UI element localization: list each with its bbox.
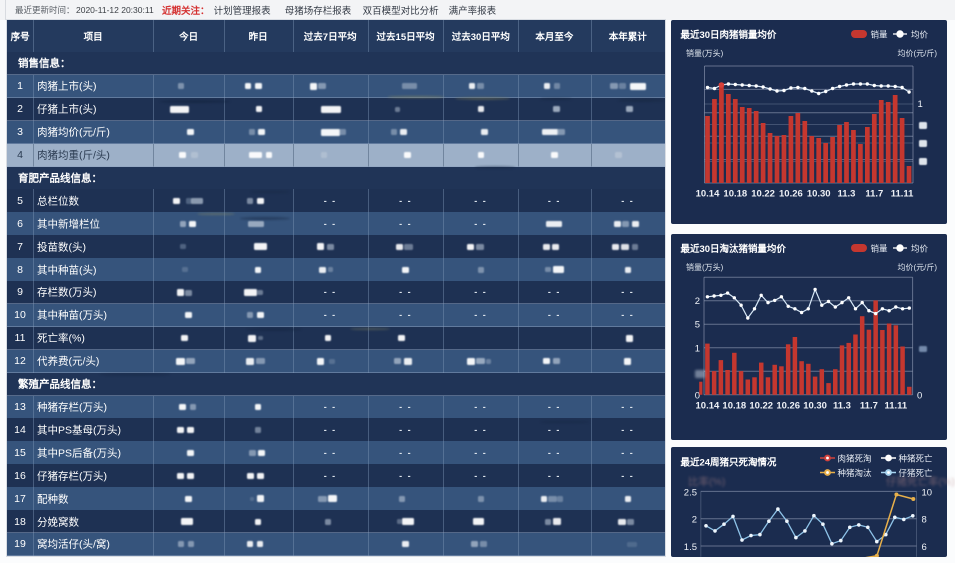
svg-text:10.14: 10.14 [696,400,720,411]
svg-text:10.18: 10.18 [722,400,746,411]
svg-text:1: 1 [695,343,700,354]
svg-text:10.14: 10.14 [696,188,720,199]
svg-text:均价: 均价 [911,243,928,253]
svg-text:11.3: 11.3 [838,188,856,199]
svg-text:10.22: 10.22 [751,188,775,199]
svg-text:0: 0 [695,390,700,401]
svg-text:肉猪死淘: 肉猪死淘 [837,453,871,463]
svg-text:10.18: 10.18 [723,188,747,199]
svg-text:11.11: 11.11 [884,400,907,411]
svg-text:0: 0 [917,390,922,401]
svg-text:最近24周猪只死淘情况: 最近24周猪只死淘情况 [681,457,777,469]
svg-text:11.7: 11.7 [865,188,883,199]
svg-text:仔猪死亡: 仔猪死亡 [898,468,932,478]
svg-text:10.26: 10.26 [779,188,803,199]
svg-text:5: 5 [695,320,700,331]
svg-text:6: 6 [921,542,926,553]
svg-text:8: 8 [921,515,926,526]
svg-text:2.5: 2.5 [684,488,697,499]
svg-text:种猪淘汰: 种猪淘汰 [837,468,871,478]
svg-text:最近30日肉猪销量均价: 最近30日肉猪销量均价 [681,29,777,41]
svg-text:销量: 销量 [870,29,887,39]
svg-text:10: 10 [921,488,932,499]
svg-text:销量(万头): 销量(万头) [686,262,724,272]
svg-text:销量: 销量 [870,243,887,253]
svg-text:1: 1 [917,99,922,110]
svg-text:11.11: 11.11 [891,188,914,199]
svg-text:均价(元/斤): 均价(元/斤) [898,48,938,58]
svg-text:最近30日淘汰猪销量均价: 最近30日淘汰猪销量均价 [681,243,787,255]
svg-text:2: 2 [692,515,697,526]
svg-text:10.30: 10.30 [803,400,827,411]
svg-text:均价: 均价 [911,29,928,39]
svg-text:种猪死亡: 种猪死亡 [898,453,932,463]
svg-text:2: 2 [695,296,700,307]
svg-text:11.7: 11.7 [860,400,878,411]
svg-text:均价(元/斤): 均价(元/斤) [898,262,938,272]
svg-text:11.3: 11.3 [833,400,851,411]
svg-text:10.30: 10.30 [807,188,831,199]
svg-text:10.26: 10.26 [776,400,800,411]
svg-text:1.5: 1.5 [684,542,697,553]
svg-text:销量(万头): 销量(万头) [686,48,724,58]
svg-text:10.22: 10.22 [749,400,773,411]
